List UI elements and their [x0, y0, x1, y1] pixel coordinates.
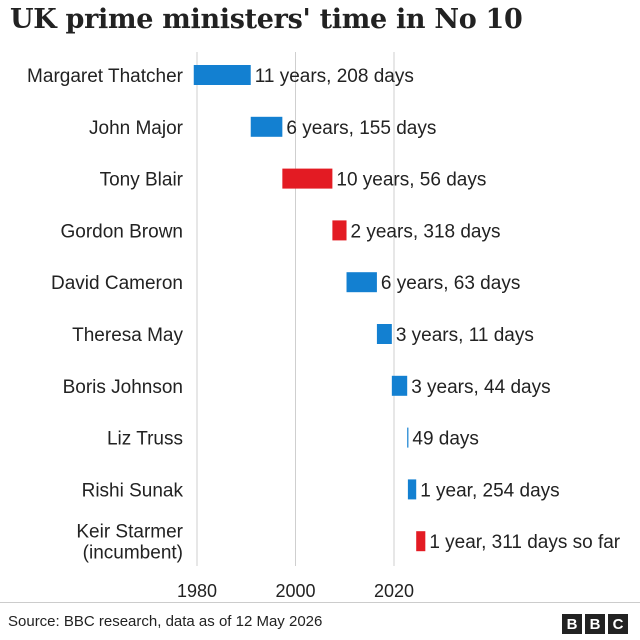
tenure-bar [346, 272, 377, 293]
bbc-logo-block: C [608, 614, 628, 634]
chart-title: UK prime ministers' time in No 10 [10, 4, 523, 35]
pm-row: Tony Blair 10 years, 56 days [100, 168, 486, 191]
chart-plot: 1980 2000 2020 Margaret Thatcher 11 years, … [27, 52, 621, 601]
bbc-logo-block: B [562, 614, 582, 634]
duration-label: 3 years, 44 days [411, 377, 550, 398]
tenure-bar [332, 220, 347, 241]
duration-label: 49 days [412, 429, 479, 450]
pm-row: Rishi Sunak 1 year, 254 days [82, 479, 560, 501]
duration-label: 11 years, 208 days [255, 66, 414, 87]
pm-row: Liz Truss 49 days [107, 427, 479, 450]
pm-name-label: Rishi Sunak [82, 480, 184, 501]
pm-name-label: (incumbent) [83, 543, 183, 564]
x-tick-label: 2020 [374, 581, 414, 601]
pm-name-label: David Cameron [51, 273, 183, 294]
tenure-bar [391, 375, 408, 396]
x-axis-tick-labels: 1980 2000 2020 [177, 581, 414, 601]
duration-label: 6 years, 155 days [286, 118, 436, 139]
duration-label: 10 years, 56 days [336, 170, 486, 191]
pm-row: John Major 6 years, 155 days [89, 116, 436, 139]
pm-name-label: Margaret Thatcher [27, 66, 184, 87]
x-tick-label: 2000 [275, 581, 315, 601]
tenure-bar [193, 65, 251, 85]
pm-name-label: Liz Truss [107, 429, 183, 450]
tenure-bar [407, 479, 417, 500]
gridlines [196, 52, 395, 566]
tenure-bar [416, 531, 426, 552]
tenure-bar [376, 324, 392, 344]
duration-label: 2 years, 318 days [351, 221, 501, 242]
pm-row: Margaret Thatcher 11 years, 208 days [27, 65, 414, 87]
x-tick-label: 1980 [177, 581, 217, 601]
duration-label: 1 year, 254 days [420, 480, 559, 501]
pm-name-label: Keir Starmer [76, 522, 183, 543]
pm-row: Theresa May 3 years, 11 days [72, 324, 534, 346]
duration-label: 1 year, 311 days so far [429, 532, 620, 553]
pm-name-label: Gordon Brown [60, 221, 183, 242]
duration-label: 3 years, 11 days [396, 325, 534, 346]
pm-name-label: Theresa May [72, 325, 183, 346]
tenure-bar [407, 427, 409, 448]
bbc-logo-block: B [585, 614, 605, 634]
pm-row: Boris Johnson 3 years, 44 days [63, 375, 551, 398]
pm-name-label: Boris Johnson [63, 377, 183, 398]
pm-row: Keir Starmer(incumbent) 1 year, 311 days … [76, 522, 620, 564]
footer-divider [0, 602, 640, 603]
pm-name-label: John Major [89, 118, 184, 139]
source-note: Source: BBC research, data as of 12 May … [8, 613, 323, 630]
pm-row: Gordon Brown 2 years, 318 days [60, 220, 501, 242]
tenure-bar [282, 168, 333, 189]
bar-rows: Margaret Thatcher 11 years, 208 days John … [27, 65, 621, 564]
pm-row: David Cameron 6 years, 63 days [51, 272, 520, 294]
tenure-bar [250, 116, 283, 137]
pm-name-label: Tony Blair [100, 170, 184, 191]
duration-label: 6 years, 63 days [381, 273, 520, 294]
